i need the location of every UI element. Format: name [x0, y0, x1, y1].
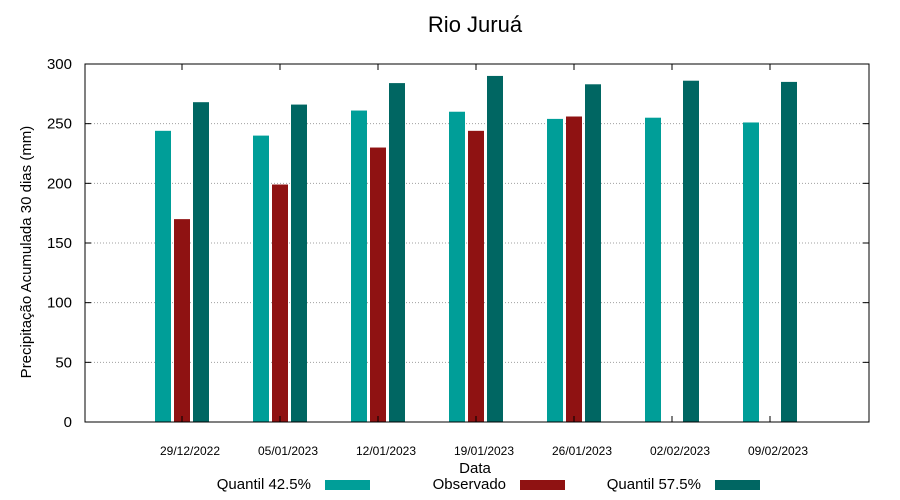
- x-tick-label: 19/01/2023: [454, 444, 514, 458]
- y-axis-label: Precipitação Acumulada 30 dias (mm): [18, 126, 35, 379]
- x-tick-label: 26/01/2023: [552, 444, 612, 458]
- y-tick-label: 150: [47, 235, 72, 252]
- bar-observado: [272, 184, 288, 422]
- ticks-layer: 0 50 100 150 200 250 300 29/12/2022 05/01/2023 12…: [47, 56, 869, 458]
- legend-swatch: [715, 480, 760, 490]
- bar-quantil-42-5-: [547, 118, 563, 422]
- bar-observado: [370, 147, 386, 423]
- bar-quantil-42-5-: [155, 130, 171, 422]
- legend-label: Observado: [433, 476, 506, 493]
- bar-quantil-42-5-: [449, 111, 465, 422]
- bar-observado: [468, 130, 484, 422]
- bar-quantil-57-5-: [487, 75, 503, 422]
- bar-quantil-42-5-: [253, 135, 269, 422]
- y-tick-label: 100: [47, 295, 72, 312]
- y-tick-label: 300: [47, 56, 72, 73]
- legend-label: Quantil 57.5%: [607, 476, 701, 493]
- y-tick-label: 50: [55, 354, 72, 371]
- x-tick-label: 02/02/2023: [650, 444, 710, 458]
- bar-quantil-57-5-: [683, 80, 699, 422]
- bar-quantil-42-5-: [645, 117, 661, 422]
- x-tick-label: 05/01/2023: [258, 444, 318, 458]
- bar-quantil-42-5-: [743, 122, 759, 423]
- legend: Quantil 42.5% Observado Quantil 57.5%: [217, 476, 760, 493]
- bar-quantil-57-5-: [193, 102, 209, 422]
- bars-layer: [155, 75, 797, 423]
- legend-label: Quantil 42.5%: [217, 476, 311, 493]
- y-tick-label: 0: [64, 414, 72, 431]
- y-tick-label: 250: [47, 116, 72, 133]
- bar-quantil-57-5-: [781, 81, 797, 423]
- x-tick-label: 12/01/2023: [356, 444, 416, 458]
- x-axis-label: Data: [459, 460, 491, 477]
- legend-swatch: [520, 480, 565, 490]
- bar-quantil-42-5-: [351, 110, 367, 422]
- legend-swatch: [325, 480, 370, 490]
- y-tick-label: 200: [47, 175, 72, 192]
- bar-observado: [566, 116, 582, 423]
- x-tick-label: 29/12/2022: [160, 444, 220, 458]
- bar-quantil-57-5-: [291, 104, 307, 422]
- bar-quantil-57-5-: [389, 83, 405, 423]
- x-tick-label: 09/02/2023: [748, 444, 808, 458]
- chart-title: Rio Juruá: [428, 12, 523, 37]
- bar-quantil-57-5-: [585, 84, 601, 422]
- bar-observado: [174, 219, 190, 422]
